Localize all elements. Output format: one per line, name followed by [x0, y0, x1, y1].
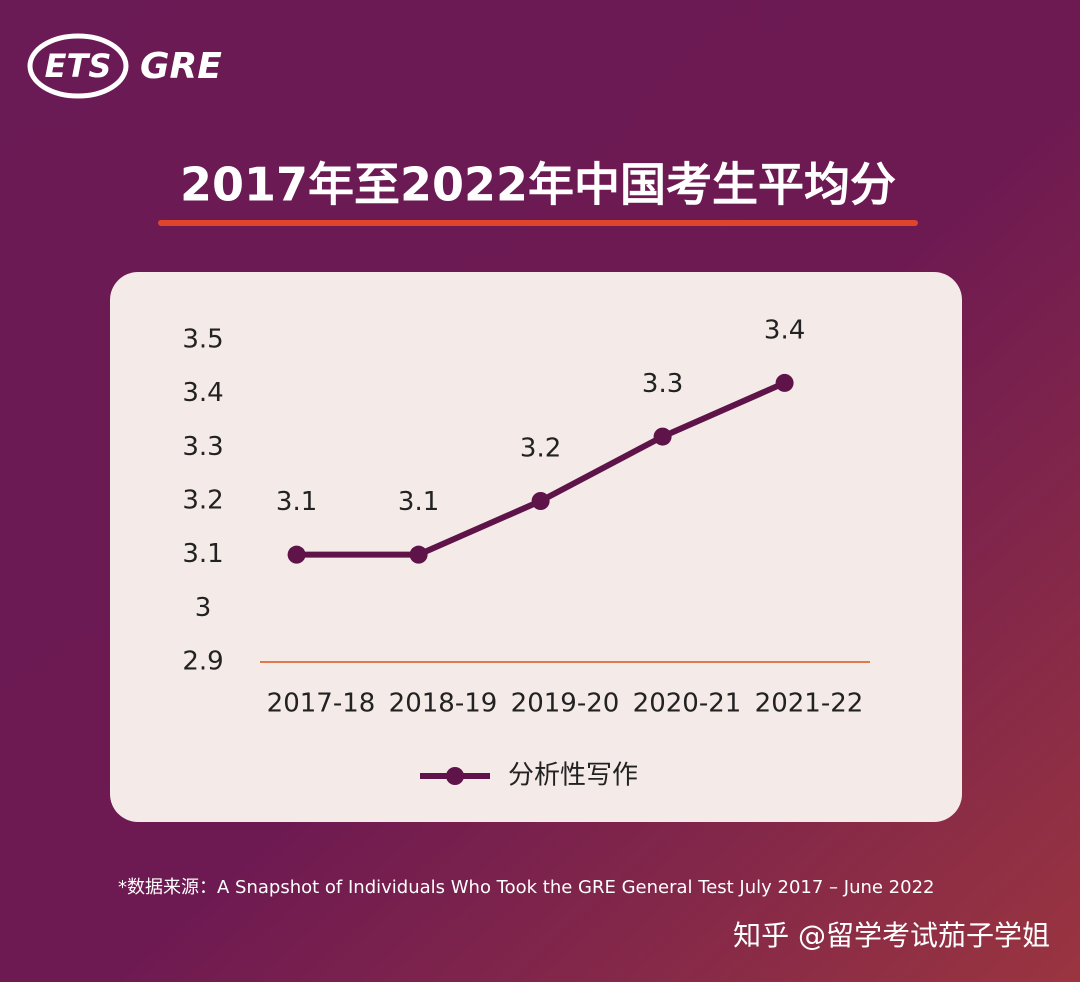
- watermark: 知乎 @留学考试茄子学姐: [733, 919, 1050, 952]
- y-tick-label: 3.3: [182, 432, 223, 462]
- data-label: 3.4: [764, 315, 805, 345]
- data-label: 3.1: [398, 487, 439, 517]
- y-tick-label: 3: [195, 593, 212, 623]
- title-underline: [158, 220, 918, 226]
- y-tick-label: 3.1: [182, 539, 223, 569]
- data-label: 3.1: [276, 487, 317, 517]
- y-tick-label: 3.2: [182, 486, 223, 516]
- point: [287, 545, 306, 564]
- point: [531, 492, 550, 510]
- point: [775, 373, 794, 392]
- data-label: 3.3: [642, 369, 683, 399]
- y-tick-label: 3.4: [182, 378, 223, 408]
- x-tick-label: 2018-19: [389, 689, 498, 719]
- y-tick-label: 2.9: [182, 647, 223, 677]
- data-label: 3.2: [520, 434, 561, 464]
- x-tick-label: 2019-20: [511, 689, 620, 719]
- x-tick-label: 2020-21: [633, 689, 742, 719]
- logo-ring: [27, 33, 129, 99]
- chart-card: [110, 272, 962, 822]
- point: [409, 545, 428, 564]
- source-note: *数据来源：A Snapshot of Individuals Who Took…: [118, 877, 935, 898]
- y-tick-label: 3.5: [182, 325, 223, 355]
- chart-title: 2017年至2022年中国考生平均分: [180, 158, 896, 212]
- x-tick-label: 2017-18: [267, 689, 376, 719]
- legend-marker: [446, 767, 464, 785]
- x-tick-label: 2021-22: [755, 689, 864, 719]
- logo-ets: ETS: [45, 47, 112, 85]
- logo-gre: GRE: [140, 46, 222, 87]
- legend-label: 分析性写作: [508, 761, 638, 791]
- point: [653, 427, 672, 446]
